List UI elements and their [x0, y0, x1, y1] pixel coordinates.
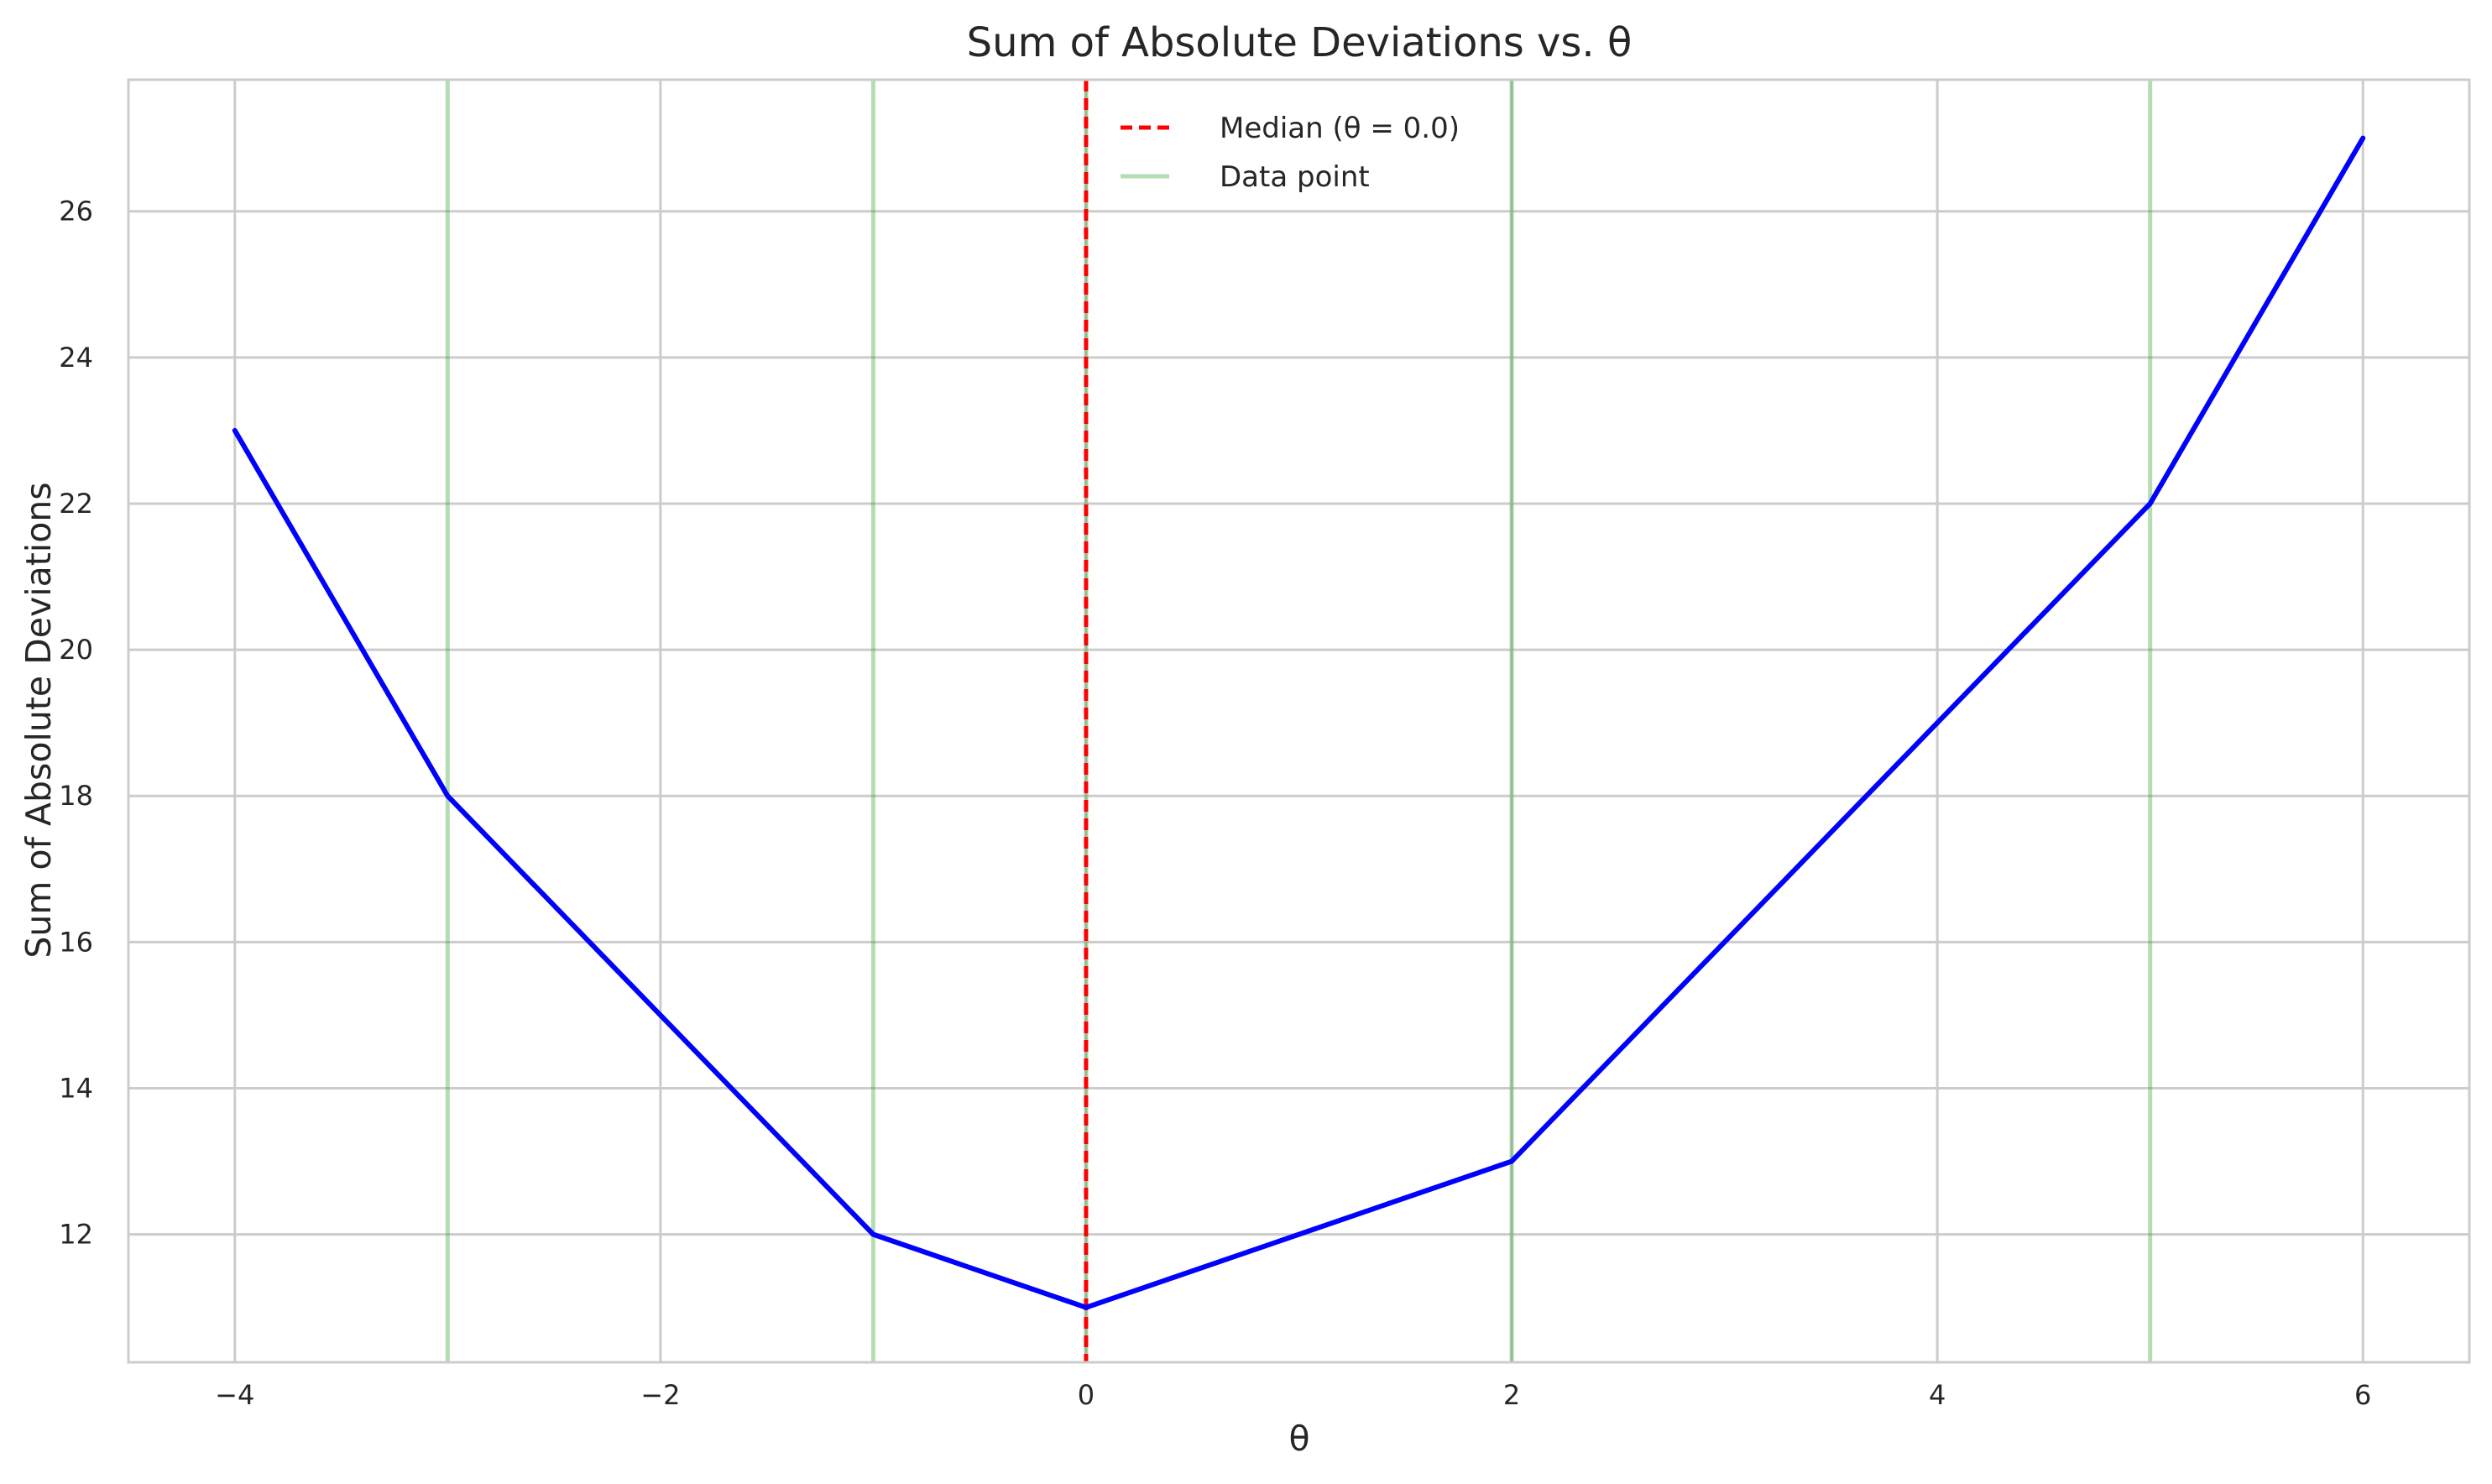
- y-tick-label: 26: [59, 196, 93, 227]
- legend: Median (θ = 0.0) Data point: [1121, 112, 1460, 194]
- x-tick-label: 2: [1503, 1379, 1520, 1411]
- y-tick-label: 14: [59, 1073, 93, 1105]
- legend-data-point-label: Data point: [1220, 160, 1370, 194]
- x-tick-label: −2: [640, 1379, 680, 1411]
- y-tick-label: 18: [59, 780, 93, 812]
- chart-title: Sum of Absolute Deviations vs. θ: [967, 19, 1633, 66]
- y-tick-label: 20: [59, 634, 93, 666]
- y-tick-label: 16: [59, 926, 93, 958]
- data-point-lines: [445, 80, 2153, 1362]
- x-tick-label: 4: [1929, 1379, 1946, 1411]
- y-tick-label: 22: [59, 488, 93, 520]
- x-axis-label: θ: [1288, 1419, 1309, 1459]
- plot-frame: [127, 78, 2471, 1364]
- series-line-0: [232, 135, 2366, 1310]
- grid: [128, 80, 2469, 1362]
- y-tick-label: 24: [59, 342, 93, 374]
- x-tick-label: −4: [215, 1379, 254, 1411]
- y-tick-label: 12: [59, 1219, 93, 1251]
- x-tick-label: 6: [2354, 1379, 2371, 1411]
- x-tick-label: 0: [1078, 1379, 1094, 1411]
- y-axis-label: Sum of Absolute Deviations: [18, 482, 59, 958]
- series: [232, 135, 2366, 1310]
- legend-median-label: Median (θ = 0.0): [1220, 112, 1460, 145]
